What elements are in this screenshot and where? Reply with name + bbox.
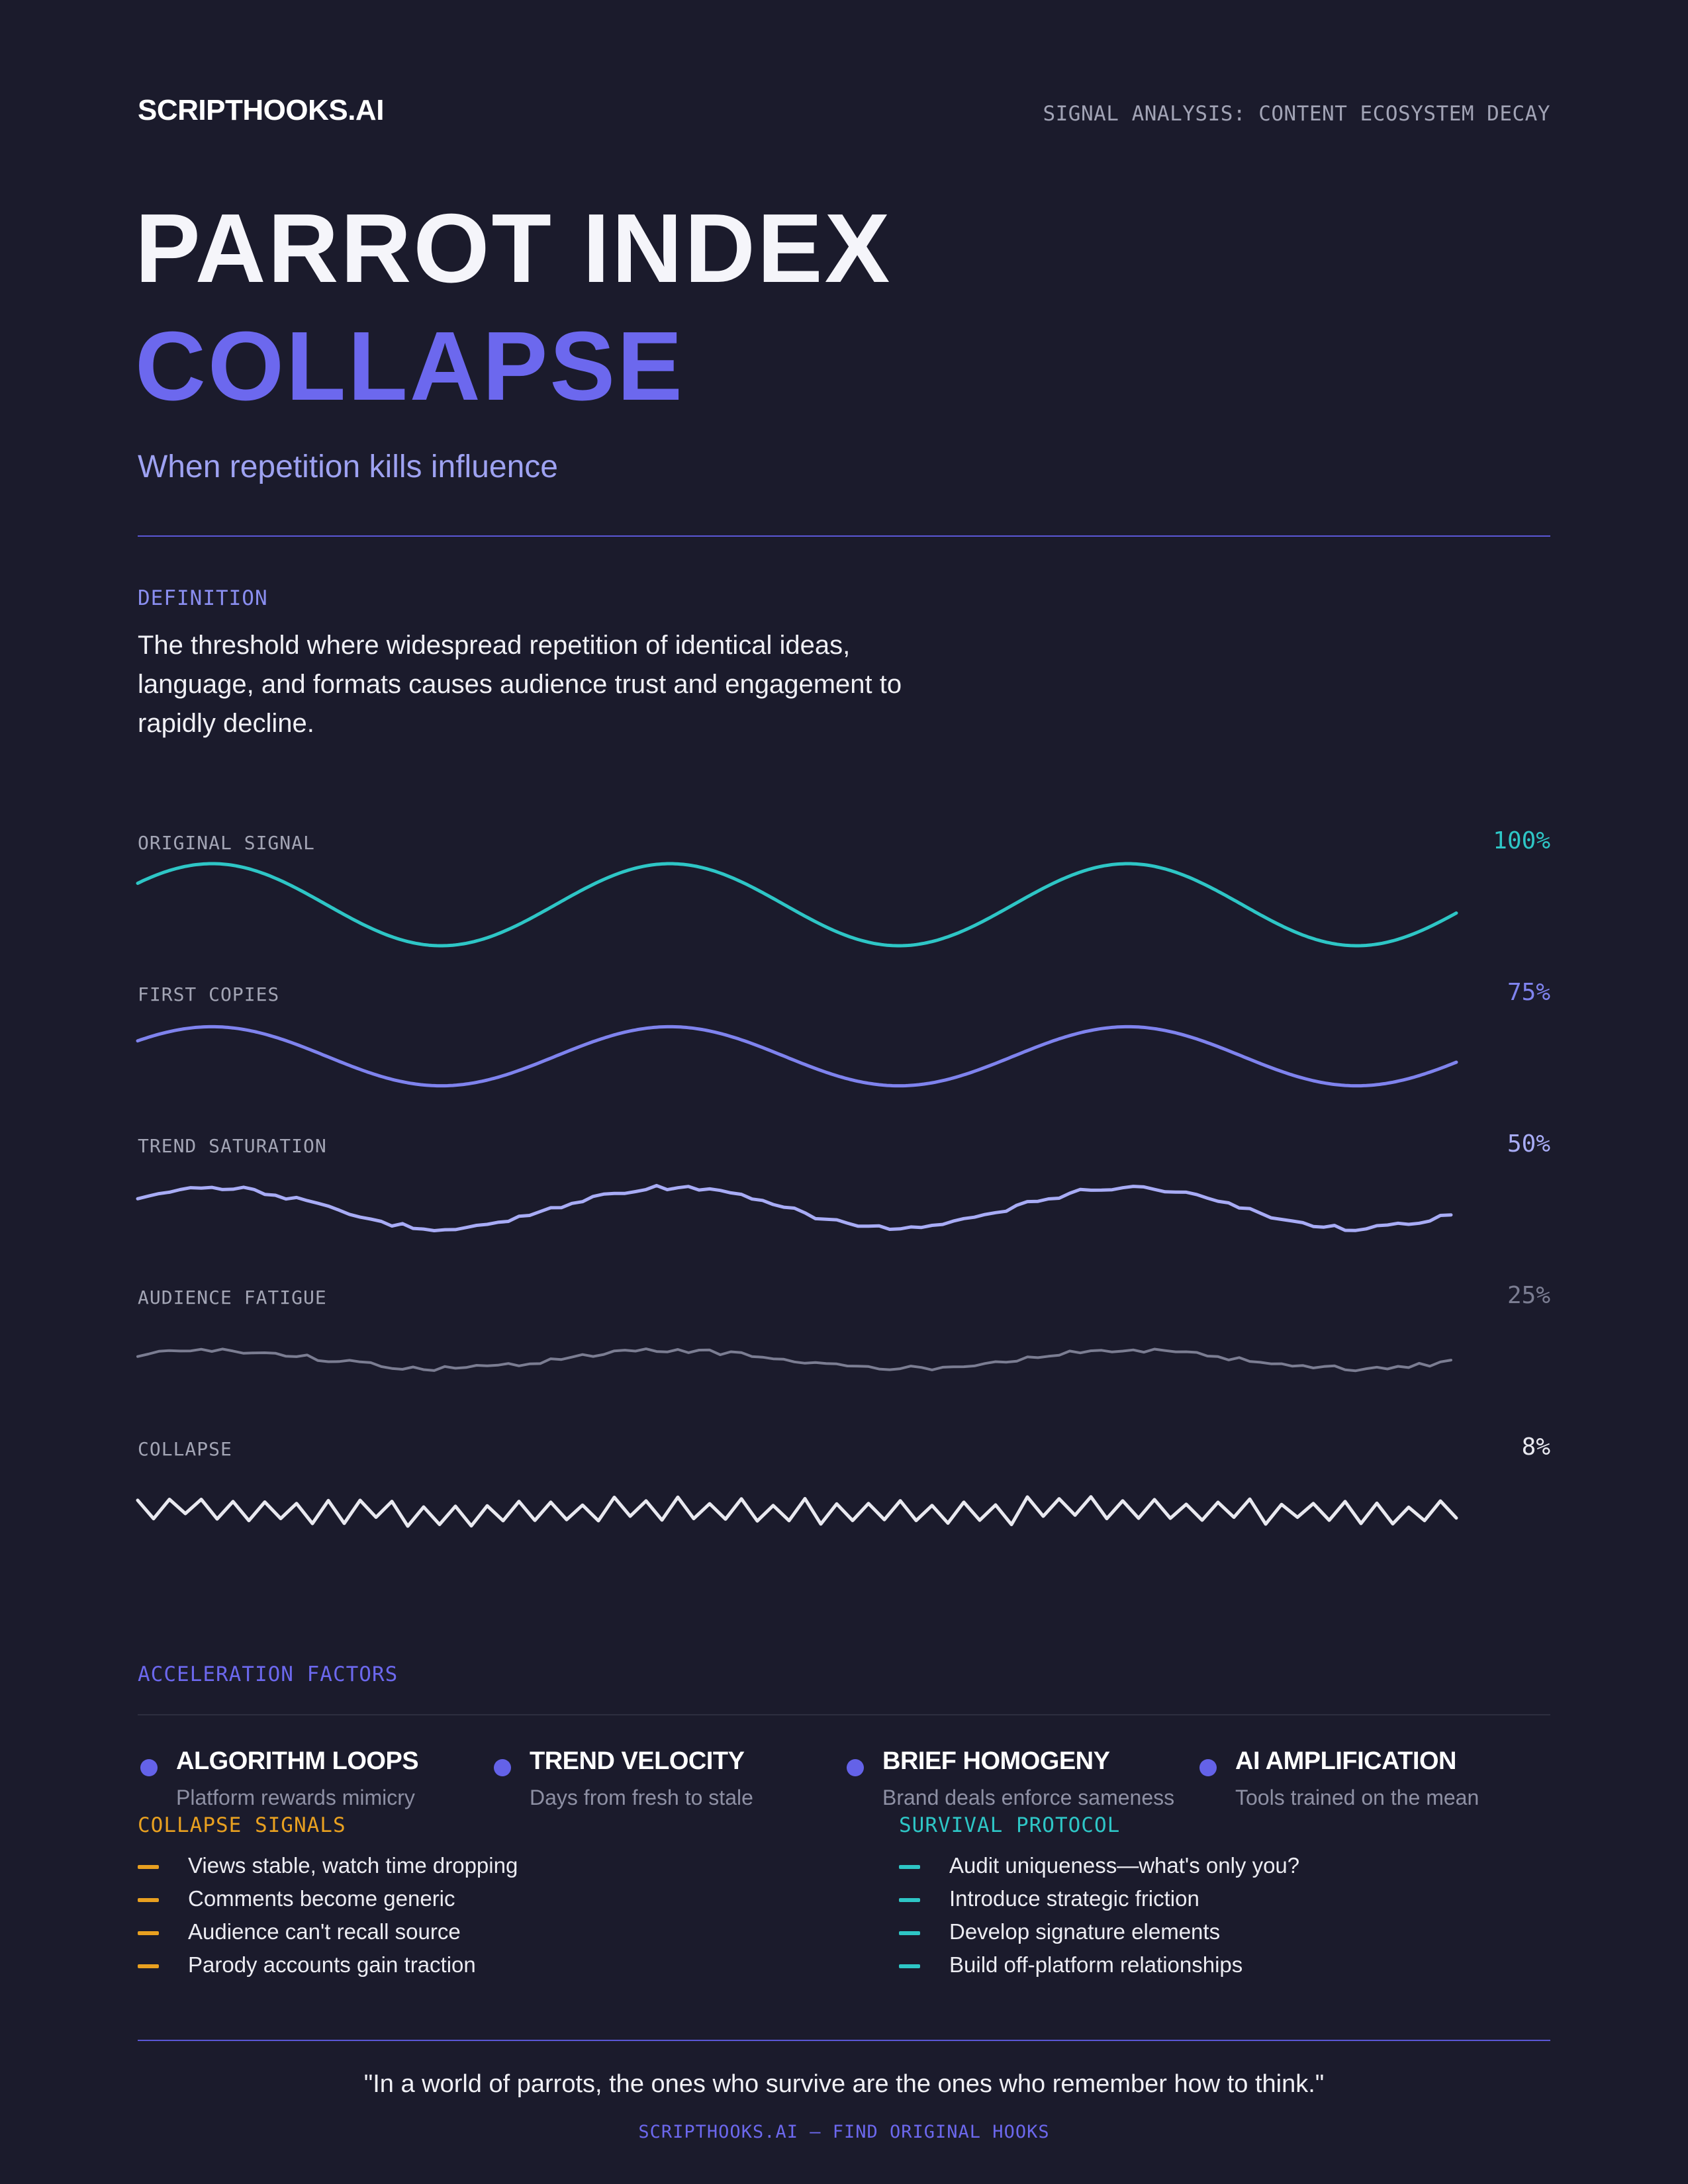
dash-icon [138, 1964, 159, 1968]
list-item: Parody accounts gain traction [188, 1952, 476, 1977]
list-item: Audience can't recall source [188, 1919, 461, 1944]
definition-label: DEFINITION [138, 586, 268, 610]
survival-protocol-label: SURVIVAL PROTOCOL [899, 1813, 1121, 1837]
list-item: Develop signature elements [949, 1919, 1221, 1944]
series-value: 100% [1493, 827, 1550, 854]
page-title-accent: COLLAPSE [135, 312, 684, 421]
dash-icon [899, 1865, 920, 1869]
bullet-icon [1199, 1759, 1217, 1776]
header-meta: SIGNAL ANALYSIS: CONTENT ECOSYSTEM DECAY [1043, 102, 1550, 126]
series-value: 75% [1507, 979, 1550, 1006]
factor-description: Platform rewards mimicry [176, 1786, 415, 1809]
factor-title: ALGORITHM LOOPS [176, 1747, 419, 1775]
dash-icon [138, 1898, 159, 1902]
series-line-trend-saturation [136, 1183, 1453, 1232]
factor-description: Days from fresh to stale [530, 1786, 753, 1809]
bullet-icon [140, 1759, 158, 1776]
survival-protocol-list: Audit uniqueness—what's only you? Introd… [899, 1853, 1561, 1985]
bullet-icon [494, 1759, 511, 1776]
dash-icon [138, 1865, 159, 1869]
list-item: Comments become generic [188, 1886, 455, 1911]
series-label: TREND SATURATION [138, 1135, 327, 1157]
dash-icon [899, 1931, 920, 1935]
factor-description: Tools trained on the mean [1235, 1786, 1479, 1809]
factor-title: TREND VELOCITY [530, 1747, 745, 1775]
list-item: Audit uniqueness—what's only you? [949, 1853, 1300, 1878]
divider [138, 1714, 1550, 1715]
factor-title: BRIEF HOMOGENY [882, 1747, 1110, 1775]
series-label: COLLAPSE [138, 1438, 232, 1460]
series-value: 8% [1521, 1433, 1550, 1461]
bullet-icon [847, 1759, 864, 1776]
collapse-signals-list: Views stable, watch time dropping Commen… [138, 1853, 800, 1985]
series-label: AUDIENCE FATIGUE [138, 1287, 327, 1308]
factor-title: AI AMPLIFICATION [1235, 1747, 1456, 1775]
signal-lines [136, 862, 1458, 1528]
series-label: ORIGINAL SIGNAL [138, 832, 315, 854]
page-subtitle: When repetition kills influence [138, 449, 558, 484]
series-value: 25% [1507, 1282, 1550, 1309]
collapse-signals-label: COLLAPSE SIGNALS [138, 1813, 346, 1837]
divider [138, 2040, 1550, 2041]
factors-label: ACCELERATION FACTORS [138, 1662, 399, 1686]
dash-icon [899, 1964, 920, 1968]
definition-text: The threshold where widespread repetitio… [138, 631, 902, 738]
series-line-first-copies [136, 1024, 1458, 1088]
series-line-collapse [136, 1495, 1458, 1528]
dash-icon [899, 1898, 920, 1902]
series-label: FIRST COPIES [138, 983, 280, 1005]
series-line-original-signal [136, 862, 1458, 948]
quote: "In a world of parrots, the ones who sur… [363, 2070, 1325, 2098]
series-value: 50% [1507, 1130, 1550, 1158]
list-item: Build off-platform relationships [949, 1952, 1243, 1977]
page-title: PARROT INDEX [135, 194, 892, 303]
dash-icon [138, 1931, 159, 1935]
divider [138, 535, 1550, 537]
list-item: Introduce strategic friction [949, 1886, 1199, 1911]
factor-description: Brand deals enforce sameness [882, 1786, 1175, 1809]
brand-logo: SCRIPTHOOKS.AI [138, 94, 384, 126]
footer-credit: SCRIPTHOOKS.AI — FIND ORIGINAL HOOKS [638, 2122, 1050, 2142]
list-item: Views stable, watch time dropping [188, 1853, 518, 1878]
series-line-audience-fatigue [136, 1347, 1452, 1373]
